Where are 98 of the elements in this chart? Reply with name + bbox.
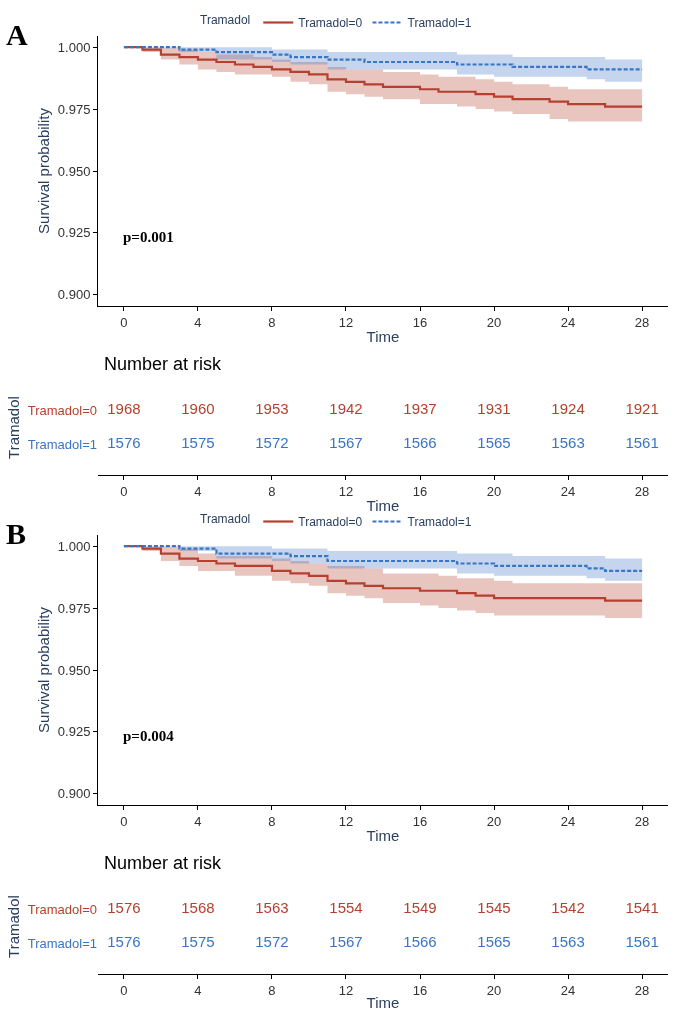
data-label: 1575 (181, 434, 215, 452)
y-axis-title: Survival probability (35, 107, 53, 234)
y-tick-label: 1.000 (57, 538, 91, 554)
x-tick-label: 24 (560, 813, 576, 829)
y-axis-title: Survival probability (35, 606, 53, 733)
x-tick-label: 16 (412, 982, 428, 998)
legend-label: Tramadol=1 (407, 16, 472, 31)
data-label: 1561 (625, 933, 659, 951)
data-label: 1545 (477, 899, 511, 917)
data-label: 1565 (477, 933, 511, 951)
x-tick-label: 12 (338, 982, 354, 998)
legend-title: Tramadol (200, 511, 251, 526)
x-tick-label: 24 (560, 982, 576, 998)
x-tick-label: 4 (194, 982, 202, 998)
data-label: 1567 (329, 933, 363, 951)
x-tick-label: 28 (634, 483, 650, 499)
x-axis-title: Time (366, 327, 400, 345)
y-tick-label: 0.925 (57, 225, 91, 241)
x-tick-label: 0 (120, 483, 128, 499)
x-tick-label: 8 (268, 483, 276, 499)
x-tick-label: 8 (268, 813, 276, 829)
y-tick-label: 0.950 (57, 163, 91, 179)
y-tick-label: 0.925 (57, 724, 91, 740)
data-label: 1960 (181, 400, 215, 418)
data-label: 1542 (551, 899, 585, 917)
data-label: 1942 (329, 400, 363, 418)
y-axis-title: Tramadol (5, 895, 22, 958)
x-tick-label: 4 (194, 483, 202, 499)
x-tick-label: 4 (194, 314, 202, 330)
data-label: 1931 (477, 400, 511, 418)
x-tick-label: 16 (412, 314, 428, 330)
x-tick-label: 20 (486, 982, 502, 998)
data-label: 1565 (477, 434, 511, 452)
data-label: 1953 (255, 400, 289, 418)
x-tick-label: 20 (486, 483, 502, 499)
x-tick-label: 12 (338, 813, 354, 829)
data-label: 1541 (625, 899, 659, 917)
data-label: 1575 (181, 933, 215, 951)
x-tick-label: 8 (268, 314, 276, 330)
x-tick-label: 12 (338, 314, 354, 330)
x-tick-label: 8 (268, 982, 276, 998)
chart-title: B (6, 517, 27, 550)
x-tick-label: 24 (560, 483, 576, 499)
data-label: 1563 (255, 899, 289, 917)
y-tick-label: 0.975 (57, 600, 91, 616)
chart-title: A (6, 18, 28, 51)
x-tick-label: 24 (560, 314, 576, 330)
y-tick-label: Tramadol=1 (27, 437, 97, 453)
chart-title: Number at risk (104, 354, 223, 374)
x-tick-label: 12 (338, 483, 354, 499)
annotation: p=0.001 (123, 229, 174, 245)
data-label: 1576 (107, 899, 141, 917)
data-label: 1563 (551, 434, 585, 452)
data-label: 1568 (181, 899, 215, 917)
x-tick-label: 0 (120, 314, 128, 330)
legend-title: Tramadol (200, 12, 251, 27)
data-label: 1921 (625, 400, 659, 418)
chart-title: Number at risk (104, 853, 223, 873)
data-label: 1567 (329, 434, 363, 452)
legend-label: Tramadol=1 (407, 515, 472, 530)
x-tick-label: 0 (120, 813, 128, 829)
y-tick-label: Tramadol=1 (27, 936, 97, 952)
x-tick-label: 20 (486, 314, 502, 330)
data-label: 1566 (403, 434, 437, 452)
data-label: 1576 (107, 434, 141, 452)
y-tick-label: 1.000 (57, 39, 91, 55)
x-tick-label: 20 (486, 813, 502, 829)
y-tick-label: 0.950 (57, 662, 91, 678)
x-axis-title: Time (366, 496, 400, 514)
y-tick-label: 0.975 (57, 101, 91, 117)
data-label: 1563 (551, 933, 585, 951)
legend-label: Tramadol=0 (298, 515, 363, 530)
data-label: 1572 (255, 933, 289, 951)
y-tick-label: 0.900 (57, 287, 91, 303)
data-label: 1576 (107, 933, 141, 951)
x-tick-label: 28 (634, 314, 650, 330)
data-label: 1549 (403, 899, 437, 917)
data-label: 1924 (551, 400, 585, 418)
data-label: 1566 (403, 933, 437, 951)
data-label: 1561 (625, 434, 659, 452)
x-tick-label: 16 (412, 813, 428, 829)
y-tick-label: Tramadol=0 (27, 902, 97, 918)
data-label: 1554 (329, 899, 363, 917)
y-tick-label: Tramadol=0 (27, 403, 97, 419)
x-tick-label: 16 (412, 483, 428, 499)
x-tick-label: 28 (634, 982, 650, 998)
x-tick-label: 28 (634, 813, 650, 829)
legend-label: Tramadol=0 (298, 16, 363, 31)
x-tick-label: 0 (120, 982, 128, 998)
y-tick-label: 0.900 (57, 786, 91, 802)
annotation: p=0.004 (123, 728, 175, 744)
data-label: 1968 (107, 400, 141, 418)
y-axis-title: Tramadol (5, 396, 22, 459)
data-label: 1937 (403, 400, 437, 418)
x-axis-title: Time (366, 994, 400, 1011)
x-tick-label: 4 (194, 813, 202, 829)
x-axis-title: Time (366, 826, 400, 844)
data-label: 1572 (255, 434, 289, 452)
